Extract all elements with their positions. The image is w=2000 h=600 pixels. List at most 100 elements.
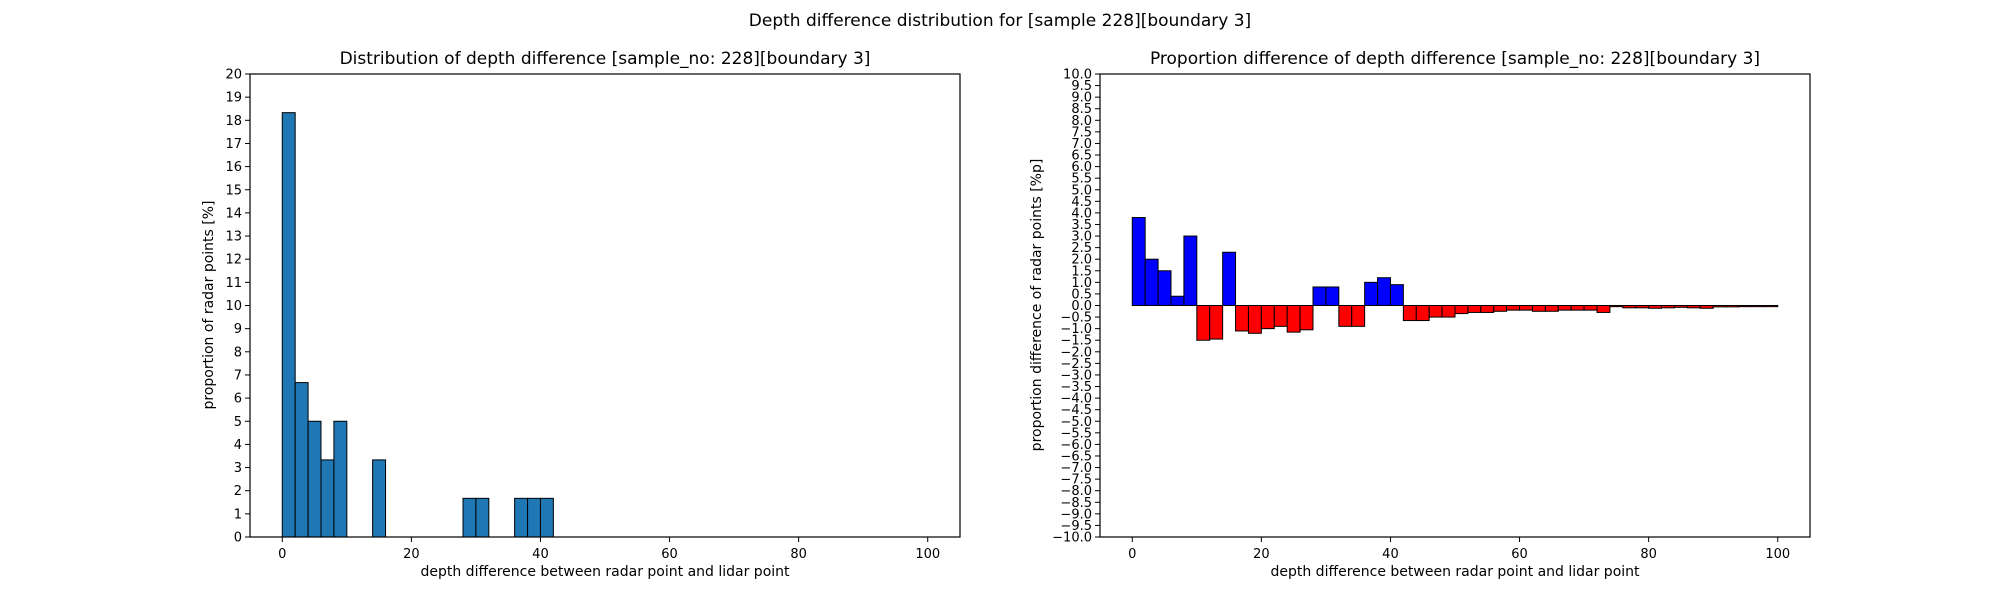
right-chart-bar [1260,305,1275,330]
left-chart-y-tick-label: 17 [225,137,242,152]
right-chart-x-tick-label: 60 [1511,547,1528,562]
right-chart-bars [1131,217,1779,341]
right-chart-y-tick-label: −9.5 [1060,519,1092,534]
left-chart-bar [527,497,541,538]
figure-suptitle: Depth difference distribution for [sampl… [749,11,1251,31]
right-chart-y-tick-label: 7.5 [1071,125,1092,140]
left-chart-bar [281,112,296,538]
right-chart-bar [1648,305,1663,309]
right-chart-bar [1609,305,1624,308]
right-chart-bar [1402,305,1417,322]
right-chart-bar [1235,305,1249,332]
right-chart-bar [1325,286,1340,307]
right-chart-bar [1196,305,1211,341]
right-chart-y-tick-label: 4.5 [1071,195,1092,210]
right-chart-bar [1170,295,1185,306]
left-chart-y-tick-label: 4 [234,438,242,453]
left-chart-y-tick-label: 19 [225,91,242,106]
right-chart-y-tick-label: −1.5 [1060,334,1092,349]
left-chart-y-tick-label: 15 [225,183,242,198]
right-chart-y-tick-label: −0.5 [1060,311,1092,326]
right-chart-bar [1389,284,1404,307]
right-chart-y-tick-label: −10.0 [1052,531,1092,546]
right-chart-y-tick-label: 3.0 [1071,230,1092,245]
left-chart-y-tick-label: 13 [225,230,242,245]
left-chart-y-tick-label: 18 [225,114,242,129]
right-chart-y-tick-label: −3.0 [1060,368,1092,383]
left-chart-plot-frame [249,73,961,538]
right-chart-bar [1635,305,1650,309]
right-chart-bar [1570,305,1585,311]
right-chart-y-tick-label: −9.0 [1060,507,1092,522]
right-chart-bar [1441,305,1456,318]
right-chart-y-tick-label: 10.0 [1063,68,1092,83]
right-chart-y-tick-label: 2.5 [1071,241,1092,256]
right-chart-bar [1583,305,1598,311]
right-chart-y-axis-label: proportion difference of radar points [%… [1029,159,1045,452]
left-chart-y-tick-label: 20 [225,68,242,83]
right-chart-bar [1312,286,1327,307]
right-chart-x-tick-label: 0 [1128,547,1136,562]
right-chart-y-tick-label: 8.0 [1071,114,1092,129]
right-chart-bar [1222,251,1237,306]
right-chart-y-tick-label: 4.0 [1071,206,1092,221]
right-chart-y-tick-label: −2.5 [1060,357,1092,372]
left-chart-x-tick-label: 60 [661,547,678,562]
right-chart-bar [1596,305,1611,313]
right-chart-y-tick-label: 0.0 [1071,299,1092,314]
left-chart-x-tick-label: 40 [532,547,549,562]
right-chart-y-tick-label: −4.5 [1060,403,1092,418]
right-chart-bar [1415,305,1430,322]
left-chart-y-tick-label: 11 [225,276,242,291]
right-chart-bar [1428,305,1443,318]
right-chart-y-tick-label: 2.0 [1071,253,1092,268]
right-chart-title: Proportion difference of depth differenc… [1150,49,1760,69]
right-chart-bar [1493,305,1508,312]
right-chart-bar [1454,305,1469,315]
right-chart-y-tick-label: −5.0 [1060,415,1092,430]
right-chart-y-tick-label: 5.0 [1071,183,1092,198]
right-chart-bar [1209,305,1224,340]
left-chart-y-tick-label: 0 [234,531,242,546]
left-chart-bar [320,459,335,538]
right-chart-y-tick-label: −7.0 [1060,461,1092,476]
right-chart-y-tick-label: −6.5 [1060,449,1092,464]
right-chart-bar [1480,305,1495,313]
left-chart-y-tick-label: 6 [234,392,242,407]
right-chart-plot-frame [1099,73,1811,538]
left-chart-y-tick-label: 8 [234,345,242,360]
right-chart-x-tick-label: 20 [1253,547,1270,562]
right-chart-bar [1557,305,1572,311]
right-chart-y-tick-label: 7.0 [1071,137,1092,152]
right-chart-axes: 0 20 40 60 80 100 −10.0−9.5−9.0−8.5−8.0−7.5−7.… [1052,68,1790,563]
right-chart-y-tick-label: 6.0 [1071,160,1092,175]
right-chart-bar [1286,305,1301,333]
left-chart-y-tick-label: 7 [234,368,242,383]
right-chart-bar [1661,305,1675,309]
right-chart-bar [1738,305,1753,308]
right-chart-bar [1144,258,1159,307]
left-chart-y-tick-label: 16 [225,160,242,175]
right-chart-y-tick-label: 1.0 [1071,276,1092,291]
left-chart-y-tick-label: 2 [234,484,242,499]
left-chart-x-axis-label: depth difference between radar point and… [420,564,790,580]
right-chart-bar [1622,305,1637,309]
right-chart-bar [1699,305,1714,309]
right-chart-y-tick-label: 6.5 [1071,149,1092,164]
left-chart-y-tick-label: 9 [234,322,242,337]
right-chart-bar [1686,305,1701,309]
right-chart-y-tick-label: −2.0 [1060,345,1092,360]
right-chart-bar [1764,305,1779,308]
right-chart-y-tick-label: 8.5 [1071,102,1092,117]
right-chart-y-tick-label: 9.5 [1071,79,1092,94]
left-chart-bar [307,420,322,538]
right-chart-y-tick-label: −1.0 [1060,322,1092,337]
right-chart-proportion-difference: Proportion difference of depth differenc… [1029,49,1811,580]
right-chart-y-tick-label: −6.0 [1060,438,1092,453]
left-chart-bar [372,459,387,538]
left-chart-x-tick-label: 80 [790,547,807,562]
right-chart-y-tick-label: −5.5 [1060,426,1092,441]
right-chart-bar [1157,270,1172,306]
left-chart-x-tick-label: 20 [403,547,420,562]
left-chart-x-tick-label: 0 [278,547,286,562]
